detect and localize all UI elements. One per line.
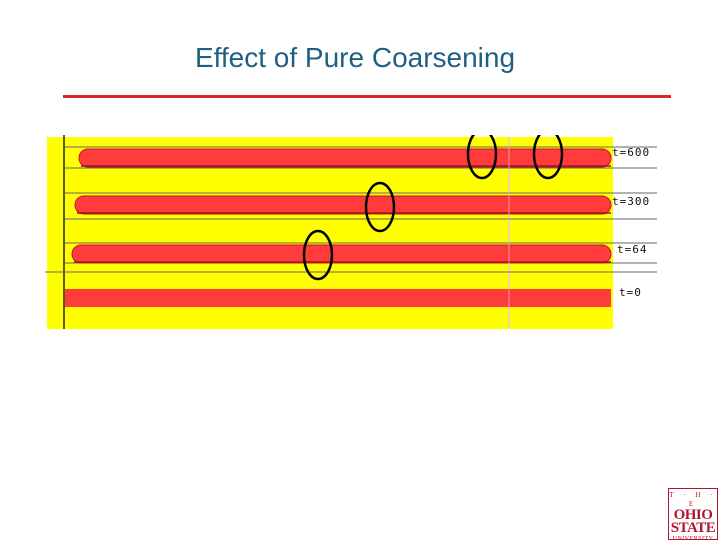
logo-state: STATE	[670, 520, 716, 536]
logo-ohio: OHIO	[673, 507, 713, 523]
logo-university: UNIVERSITY	[672, 536, 714, 542]
coarsening-diagram	[45, 135, 657, 329]
marker-circle	[364, 181, 396, 233]
title-underline	[63, 95, 671, 98]
marker-circle	[466, 135, 498, 180]
coarsening-figure: t=600 t=300 t=64 t=0	[45, 135, 665, 335]
stripe-t64	[71, 244, 612, 264]
time-label-t0: t=0	[619, 286, 642, 299]
ohio-state-logo: T · H · E OHIO STATE UNIVERSITY	[668, 488, 718, 542]
marker-circle	[532, 135, 564, 180]
time-label-t300: t=300	[612, 195, 651, 208]
stripe-t0	[65, 289, 611, 307]
marker-circle	[302, 229, 334, 281]
time-label-t64: t=64	[617, 243, 648, 256]
logo-the: T · H · E	[669, 491, 717, 508]
stripe-t300	[74, 195, 612, 215]
stripe-t600	[78, 148, 612, 168]
time-label-t600: t=600	[612, 146, 651, 159]
slide-title: Effect of Pure Coarsening	[194, 42, 516, 73]
